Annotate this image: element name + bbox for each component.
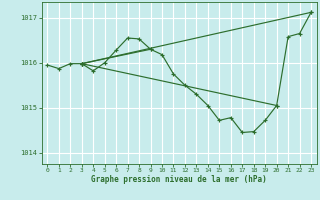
X-axis label: Graphe pression niveau de la mer (hPa): Graphe pression niveau de la mer (hPa) (91, 175, 267, 184)
